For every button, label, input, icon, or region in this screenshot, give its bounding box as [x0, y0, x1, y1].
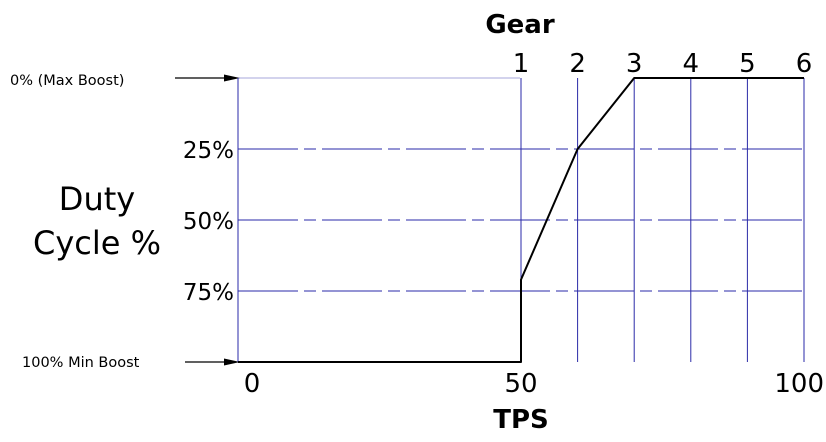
y-tick-label-0: 25% — [183, 138, 234, 164]
gear-label-3: 3 — [626, 49, 643, 79]
gear-label-1: 1 — [513, 49, 530, 79]
x-tick-label-2: 100 — [774, 369, 824, 399]
x-axis-label: TPS — [493, 405, 549, 435]
y-top-arrow — [175, 74, 240, 82]
gear-label-4: 4 — [683, 49, 700, 79]
y-top-label: 0% (Max Boost) — [10, 73, 124, 89]
y-axis-label-line1: Duty — [59, 180, 135, 218]
series — [238, 77, 804, 363]
gear-label-5: 5 — [739, 49, 756, 79]
y-tick-label-2: 75% — [183, 280, 234, 306]
gear-lines: 1 2 3 4 5 6 — [513, 49, 813, 362]
chart-title: Gear — [485, 10, 555, 40]
gear-label-2: 2 — [569, 49, 586, 79]
x-tick-label-0: 0 — [244, 369, 261, 399]
y-tick-label-1: 50% — [183, 209, 234, 235]
x-tick-label-1: 50 — [504, 369, 537, 399]
gear-label-6: 6 — [796, 49, 813, 79]
y-bottom-arrow — [185, 358, 240, 366]
x-tick-labels: 0 50 100 — [244, 369, 824, 399]
y-tick-labels: 25% 50% 75% — [183, 138, 234, 306]
y-axis-label-line2: Cycle % — [33, 224, 161, 262]
series-line-0 — [238, 77, 804, 363]
y-bottom-label: 100% Min Boost — [22, 355, 140, 371]
